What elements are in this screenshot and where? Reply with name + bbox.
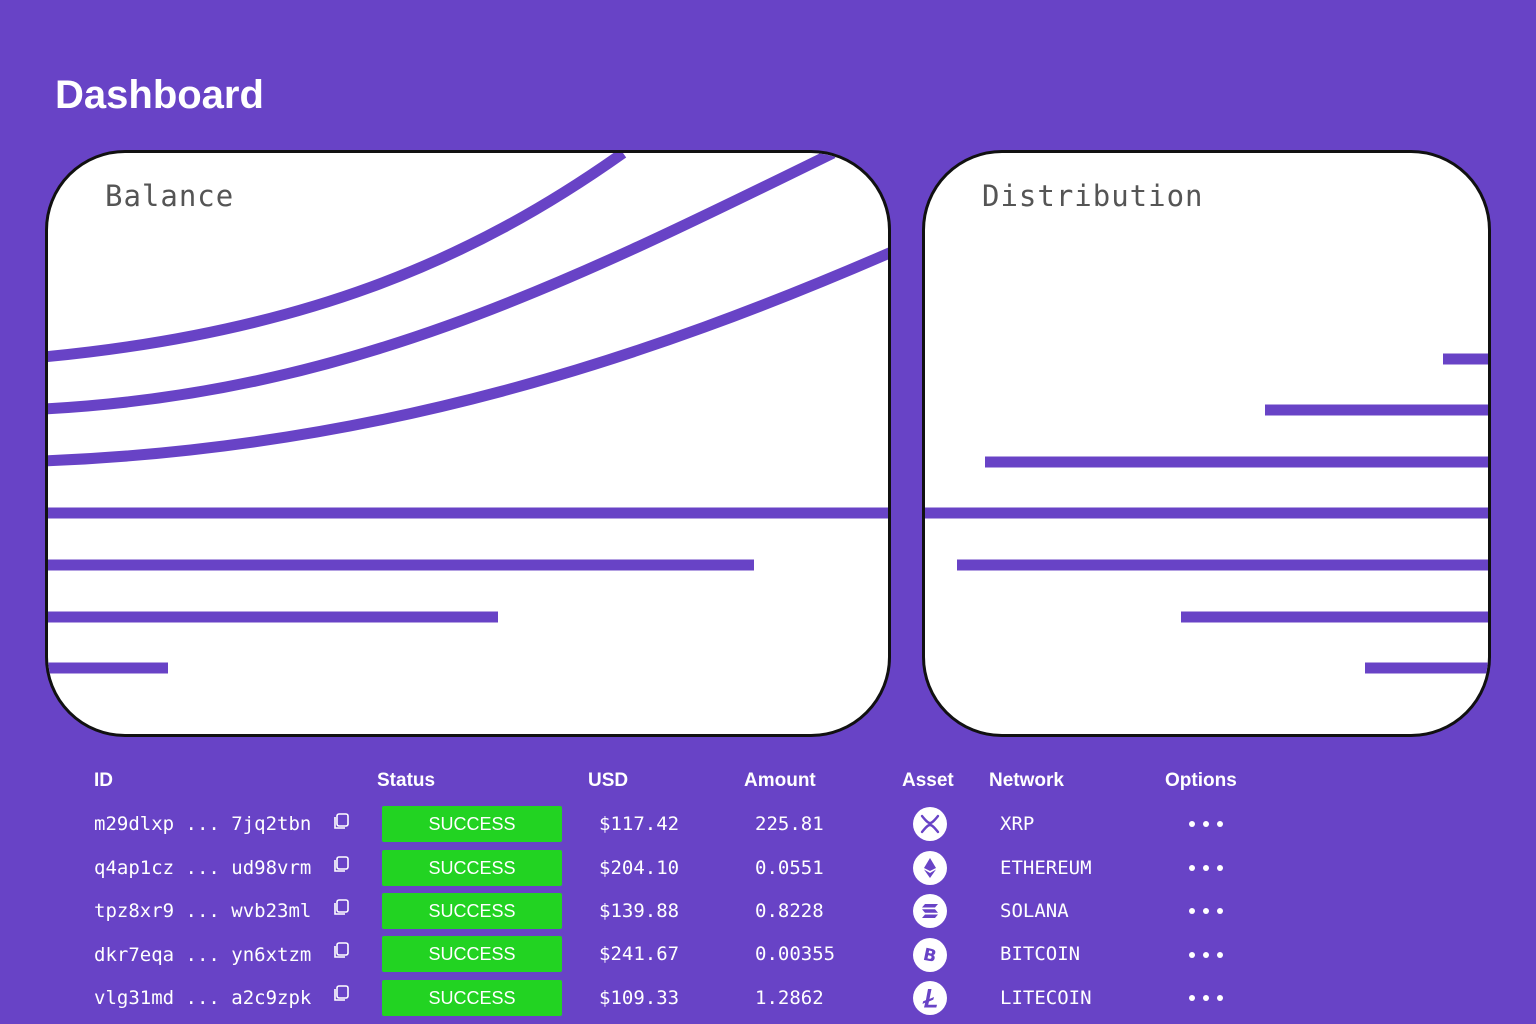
column-header-usd: USD [588, 770, 629, 791]
usd-value: $117.42 [599, 813, 680, 835]
more-options-icon[interactable] [1188, 862, 1224, 874]
xrp-icon [913, 807, 947, 841]
distribution-card: Distribution [922, 150, 1491, 737]
balance-card-title: Balance [105, 179, 235, 213]
column-header-asset: Asset [902, 770, 954, 791]
network-name: XRP [1000, 813, 1035, 835]
copy-icon[interactable] [333, 856, 350, 873]
solana-icon [913, 894, 947, 928]
distribution-card-title: Distribution [982, 179, 1204, 213]
copy-icon[interactable] [333, 985, 350, 1002]
network-name: LITECOIN [1000, 987, 1092, 1009]
transaction-id: dkr7eqa ... yn6xtzm [94, 944, 312, 966]
amount-value: 0.8228 [755, 900, 824, 922]
copy-icon[interactable] [333, 813, 350, 830]
status-badge: SUCCESS [382, 850, 562, 886]
more-options-icon[interactable] [1188, 905, 1224, 917]
more-options-icon[interactable] [1188, 949, 1224, 961]
status-badge: SUCCESS [382, 893, 562, 929]
usd-value: $139.88 [599, 900, 680, 922]
balance-curve-3 [48, 247, 888, 467]
more-options-icon[interactable] [1188, 992, 1224, 1004]
amount-value: 225.81 [755, 813, 824, 835]
balance-graphic [48, 153, 888, 674]
transaction-id: vlg31md ... a2c9zpk [94, 987, 312, 1009]
network-name: ETHEREUM [1000, 857, 1092, 879]
status-badge: SUCCESS [382, 936, 562, 972]
more-options-icon[interactable] [1188, 818, 1224, 830]
network-name: SOLANA [1000, 900, 1069, 922]
ethereum-icon [913, 851, 947, 885]
transaction-id: m29dlxp ... 7jq2tbn [94, 813, 312, 835]
distribution-graphic [925, 353, 1488, 674]
network-name: BITCOIN [1000, 943, 1081, 965]
usd-value: $241.67 [599, 943, 680, 965]
balance-curve-1 [48, 153, 627, 363]
copy-icon[interactable] [333, 899, 350, 916]
litecoin-icon [913, 981, 947, 1015]
amount-value: 0.0551 [755, 857, 824, 879]
transaction-id: q4ap1cz ... ud98vrm [94, 857, 312, 879]
column-header-network: Network [989, 770, 1064, 791]
transaction-id: tpz8xr9 ... wvb23ml [94, 900, 312, 922]
amount-value: 1.2862 [755, 987, 824, 1009]
copy-icon[interactable] [333, 942, 350, 959]
status-badge: SUCCESS [382, 806, 562, 842]
column-header-amount: Amount [744, 770, 816, 791]
column-header-status: Status [377, 770, 436, 791]
balance-curve-2 [48, 153, 836, 415]
svg-text:B: B [921, 945, 938, 966]
bitcoin-icon: B [913, 938, 947, 972]
page-title: Dashboard [55, 73, 264, 117]
balance-card: Balance [45, 150, 891, 737]
status-badge: SUCCESS [382, 980, 562, 1016]
column-header-options: Options [1165, 770, 1237, 791]
column-header-id: ID [94, 770, 113, 791]
amount-value: 0.00355 [755, 943, 836, 965]
usd-value: $109.33 [599, 987, 680, 1009]
usd-value: $204.10 [599, 857, 680, 879]
